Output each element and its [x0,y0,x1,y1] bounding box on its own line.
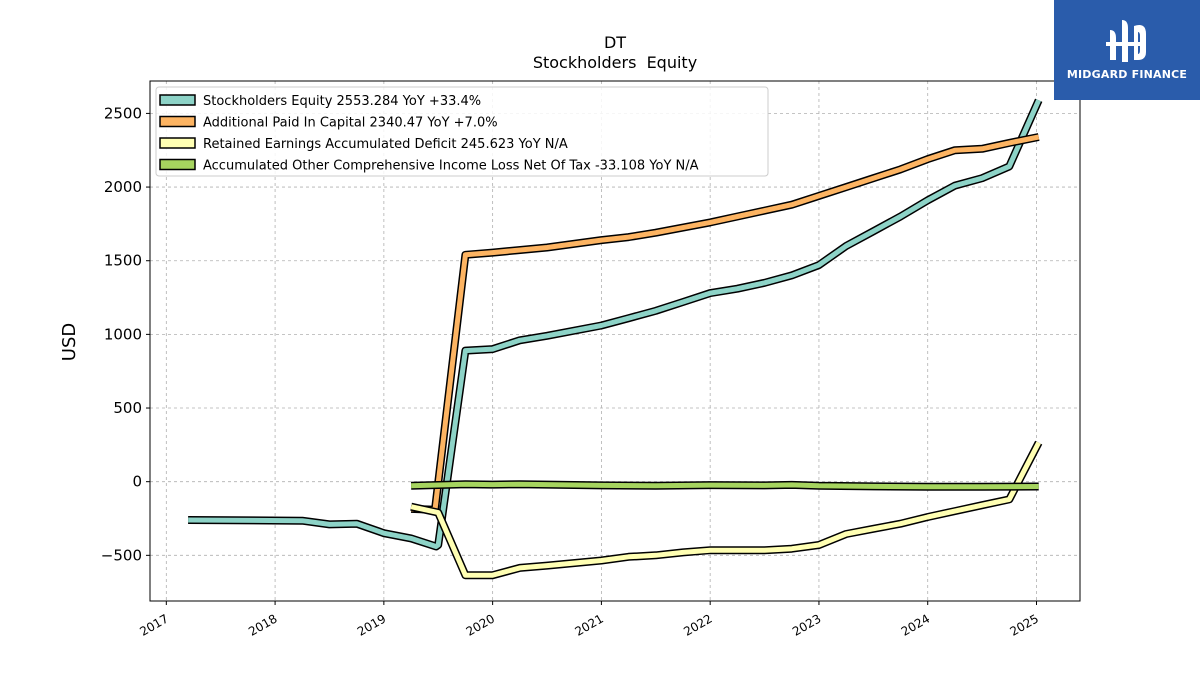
logo-mark-icon [1106,20,1146,62]
x-tick-label: 2018 [246,611,279,638]
legend-swatch [159,94,196,106]
legend-item: Additional Paid In Capital 2340.47 YoY +… [159,115,498,131]
legend-swatch [159,137,196,149]
x-tick-label: 2020 [464,611,497,638]
legend-swatch [159,115,196,128]
legend-label: Additional Paid In Capital 2340.47 YoY +… [203,116,498,131]
series-line [188,99,1041,549]
series-line [411,481,1039,490]
legend: Stockholders Equity 2553.284 YoY +33.4% A… [155,86,769,177]
x-tick-label: 2024 [899,611,932,638]
y-tick-label: 1500 [104,252,142,270]
y-tick-label: −500 [101,546,142,564]
logo-text: MIDGARD FINANCE [1066,68,1188,81]
y-tick-label: 500 [113,399,142,417]
series-4 [410,480,1039,491]
series-line [410,441,1041,578]
x-tick-label: 2017 [137,611,170,638]
chart-title: DT [604,33,626,52]
y-axis-label: USD [59,323,80,361]
legend-item: Retained Earnings Accumulated Deficit 24… [159,137,568,152]
legend-label: Retained Earnings Accumulated Deficit 24… [203,137,568,152]
series-line [411,134,1040,513]
series-2 [410,133,1040,514]
x-axis-ticks: 2017 2018 2019 2020 2021 2022 2023 2024 2025 [137,601,1041,639]
y-axis-ticks: −500 0 500 1000 1500 2000 2500 [101,104,150,564]
y-tick-label: 2000 [104,178,142,196]
chart-subtitle: Stockholders Equity [533,53,697,72]
legend-label: Stockholders Equity 2553.284 YoY +33.4% [203,94,481,109]
legend-swatch [159,158,196,171]
x-tick-label: 2023 [790,611,823,638]
legend-item: Stockholders Equity 2553.284 YoY +33.4% [159,94,481,109]
y-tick-label: 0 [132,473,142,491]
series-3 [410,440,1043,580]
legend-item: Accumulated Other Comprehensive Income L… [159,158,699,174]
x-tick-label: 2021 [572,611,605,638]
series-1 [188,98,1043,551]
legend-label: Accumulated Other Comprehensive Income L… [203,159,699,174]
y-tick-label: 1000 [104,325,142,343]
plot-area-frame [149,80,1081,602]
legend-box [155,86,769,177]
midgard-finance-logo: MIDGARD FINANCE [1054,0,1200,100]
series-lines [188,98,1043,580]
y-tick-label: 2500 [104,104,142,122]
x-tick-label: 2022 [681,611,714,638]
x-tick-label: 2019 [355,611,388,638]
x-tick-label: 2025 [1008,611,1041,638]
